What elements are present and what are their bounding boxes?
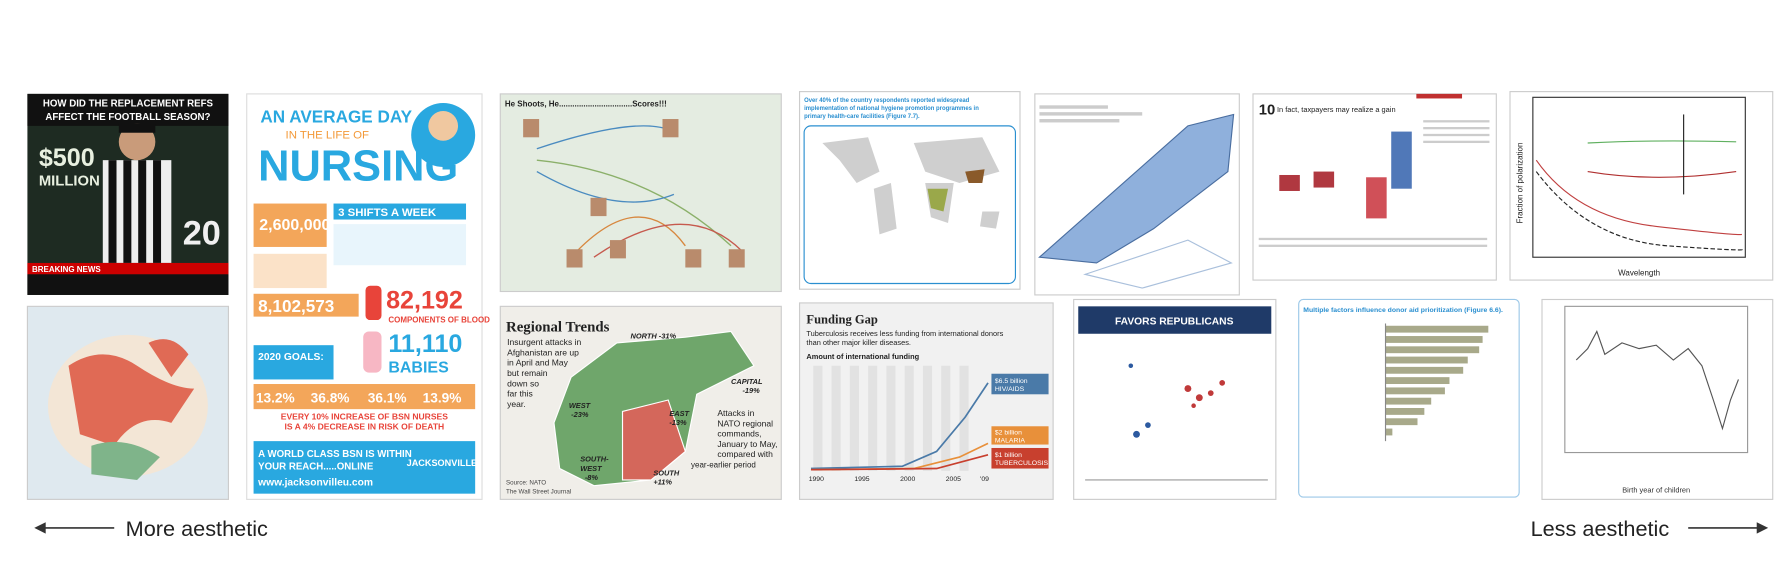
scale-label: Less aesthetic [1531,516,1670,541]
label: BABIES [388,360,449,377]
region-label: -23% [571,410,589,419]
thumbnail-funding-gap: Funding Gap Tuberculosis receives less f… [798,302,1054,500]
thumbnail-scatter: FAVORS REPUBLICANS [1073,298,1277,500]
text: Attacks in [717,408,754,418]
thumbnail-hygiene: Over 40% of the country respondents repo… [798,91,1021,290]
stat: 20 [183,215,221,253]
stat: 36.8% [311,390,350,405]
thumbnail-taxpayers: 10 In fact, taxpayers may realize a gain [1252,93,1497,281]
stat: 8,102,573 [258,296,334,316]
title: Over 40% of the country respondents repo… [804,98,970,104]
text: far this [507,389,533,399]
thumbnail-regional-trends: Regional Trends Insurgent attacks in Afg… [499,305,782,500]
scale-label: More aesthetic [126,516,268,541]
region-label: WEST [580,464,603,473]
title: In fact, taxpayers may realize a gain [1277,105,1396,114]
label: IS A 4% DECREASE IN RISK OF DEATH [285,422,445,432]
title: AN AVERAGE DAY [260,106,412,126]
text: commands, [717,429,761,439]
stat: 2,600,000 [259,217,330,234]
series-label: HIV/AIDS [995,386,1025,393]
label: BREAKING NEWS [32,265,101,274]
stat: MILLION [39,173,100,189]
thumbnail-polarization: Fraction of polarization Wavelength [1509,91,1774,281]
text: compared with [717,449,773,459]
title: Funding Gap [806,312,878,326]
axis-label: Fraction of polarization [1516,143,1525,224]
series-label: $2 billion [995,429,1022,436]
title: FAVORS REPUBLICANS [1115,317,1234,328]
text: but remain [507,368,548,378]
region-label: -19% [742,386,760,395]
title: primary health-care facilities (Figure 7… [804,114,920,120]
label: JACKSONVILLE [407,458,477,468]
text: down so [507,378,539,388]
label: 2020 GOALS: [258,352,324,363]
title: implementation of national hygiene promo… [804,106,979,112]
region-label: -13% [669,418,687,427]
region-label: SOUTH [653,468,680,477]
label: A WORLD CLASS BSN IS WITHIN [258,449,412,460]
region-label: SOUTH- [580,455,609,464]
region-label: +11% [653,478,672,487]
title: Regional Trends [506,319,610,335]
tick-label: 2000 [900,476,915,483]
series-label: $6.5 billion [995,378,1028,385]
region-label: WEST [569,401,592,410]
text: than other major killer diseases. [806,338,911,347]
title: 10 [1259,102,1276,118]
text: Tuberculosis receives less funding from … [806,329,1003,338]
series-label: TUBERCULOSIS [995,460,1049,467]
text: Amount of international funding [806,352,919,361]
stat: 3 SHIFTS A WEEK [338,207,437,219]
thumbnail-birth-year: Birth year of children [1541,298,1774,500]
series-label: MALARIA [995,437,1025,444]
axis-label: Wavelength [1618,269,1660,278]
text: year. [507,399,526,409]
series-label: $1 billion [995,452,1022,459]
thumbnail-nursing: AN AVERAGE DAY IN THE LIFE OF NURSING 2,… [246,93,490,500]
source: Source: NATO [506,480,546,487]
label: YOUR REACH.....ONLINE [258,462,374,473]
stat: 11,110 [388,330,462,358]
thumbnail-drone [1034,93,1240,296]
title: AFFECT THE FOOTBALL SEASON? [45,112,210,123]
label: COMPONENTS OF BLOOD [388,315,490,324]
text: year-earlier period [691,460,756,469]
text: January to May, [717,439,777,449]
title: He Shoots, He...........................… [505,99,667,108]
title: IN THE LIFE OF [286,129,369,141]
region-label: -8% [585,473,599,482]
thumbnail-map [26,305,230,500]
text: in April and May [507,358,569,368]
region-label: EAST [669,409,690,418]
stat: 36.1% [368,390,407,405]
tick-label: 1990 [809,476,824,483]
stat: 13.9% [423,390,462,405]
source: The Wall Street Journal [506,489,571,496]
aesthetic-scale: More aesthetic Less aesthetic [34,516,1769,541]
region-label: CAPITAL [731,377,763,386]
tick-label: 2005 [946,476,961,483]
stat: 13.2% [256,390,295,405]
thumbnail-football: HOW DID THE REPLACEMENT REFS AFFECT THE … [27,93,229,295]
stat: 82,192 [386,287,463,315]
title: HOW DID THE REPLACEMENT REFS [43,98,214,109]
axis-label: Birth year of children [1622,486,1690,495]
text: NATO regional [717,418,773,428]
text: Afghanistan are up [507,347,579,357]
label: EVERY 10% INCREASE OF BSN NURSES [281,411,448,421]
region-label: NORTH -31% [631,331,677,340]
label: www.jacksonvilleu.com [257,478,373,489]
thumbnail-donor-aid: Multiple factors influence donor aid pri… [1298,298,1520,498]
tick-label: '09 [980,476,989,483]
thumbnail-soccer: He Shoots, He...........................… [499,93,782,293]
text: Insurgent attacks in [507,337,581,347]
title: Multiple factors influence donor aid pri… [1303,307,1503,314]
stat: $500 [39,144,95,172]
tick-label: 1995 [854,476,869,483]
